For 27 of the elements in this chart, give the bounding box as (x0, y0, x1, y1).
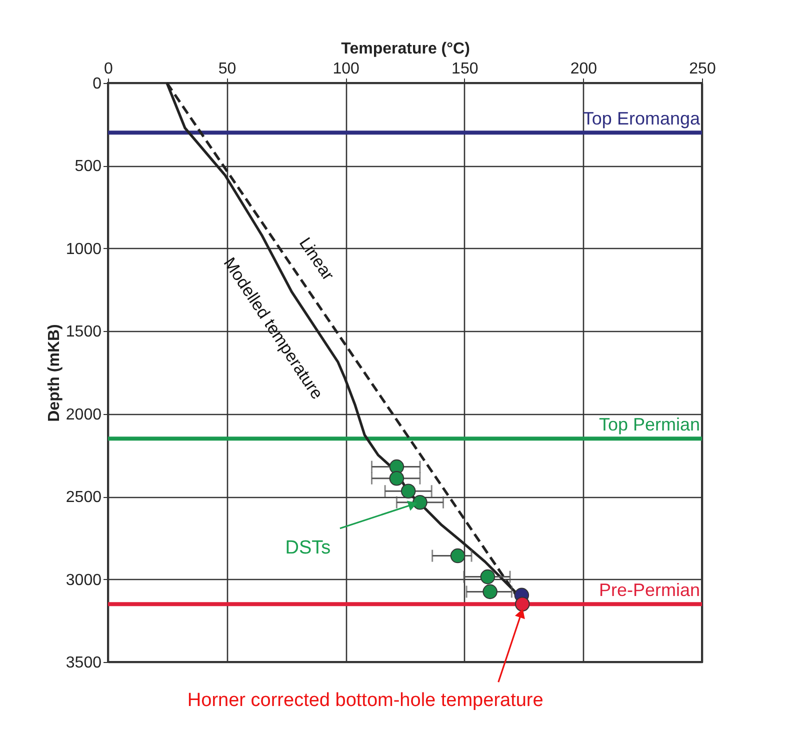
y-tick-label: 2500 (66, 489, 102, 506)
y-axis-title: Depth (mKB) (46, 324, 63, 422)
y-tick-label: 3000 (66, 572, 102, 589)
point (400, 484, 416, 498)
y-tick-label: 1500 (66, 324, 102, 341)
x-tick-label: 150 (452, 60, 478, 78)
y-tick-label: 3500 (66, 654, 102, 672)
y-tick-label: 0 (92, 76, 102, 92)
y-tick-label: 500 (74, 158, 102, 176)
x-tick-label: 50 (218, 60, 236, 78)
point (480, 569, 496, 584)
point (514, 596, 530, 612)
annotation: DSTs (285, 537, 331, 558)
x-axis-title: Temperature (°C) (341, 40, 470, 58)
point (412, 494, 428, 510)
point (482, 584, 498, 600)
point (389, 470, 404, 486)
y-tick-label: 1000 (66, 240, 102, 258)
x-tick-label: 0 (104, 60, 114, 78)
ref-line-label: Pre-Permian (598, 580, 700, 600)
x-tick-label: 200 (570, 60, 598, 78)
ref-line-label: Top Permian (598, 414, 700, 435)
point (450, 548, 466, 564)
annotation: Horner corrected bottom-hole temperature (187, 690, 544, 712)
y-tick-label: 2000 (66, 406, 102, 424)
x-tick-label: 250 (689, 60, 716, 78)
x-tick-label: 100 (332, 60, 360, 78)
